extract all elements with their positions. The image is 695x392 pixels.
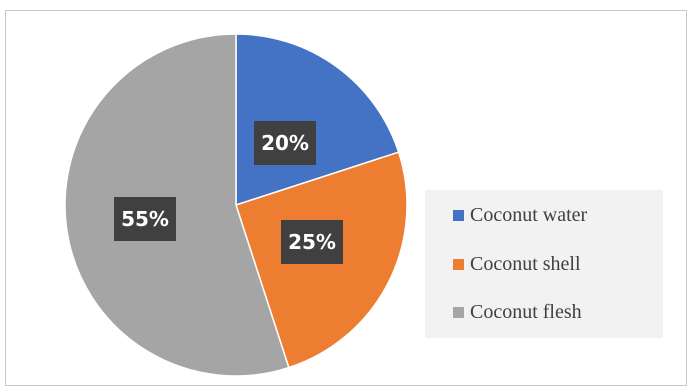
data-label-box-coconut-shell [281,220,343,264]
legend-item-coconut-flesh: Coconut flesh [453,301,582,323]
data-label-box-coconut-flesh [114,197,176,241]
legend-swatch-coconut-shell [453,258,464,270]
legend-label-coconut-flesh: Coconut flesh [470,300,582,323]
data-label-coconut-water: 20% [261,131,309,155]
data-label-coconut-shell: 25% [288,230,336,254]
data-label-box-coconut-water [254,121,316,165]
legend-item-coconut-water: Coconut water [453,204,587,226]
legend-label-coconut-shell: Coconut shell [470,252,581,275]
legend-swatch-coconut-water [453,209,464,221]
pie-slice-coconut-flesh [64,33,290,377]
legend: Coconut water Coconut shell Coconut fles… [425,190,663,338]
legend-swatch-coconut-flesh [453,306,464,318]
legend-item-coconut-shell: Coconut shell [453,253,581,275]
data-label-coconut-flesh: 55% [121,207,169,231]
legend-label-coconut-water: Coconut water [470,203,588,226]
